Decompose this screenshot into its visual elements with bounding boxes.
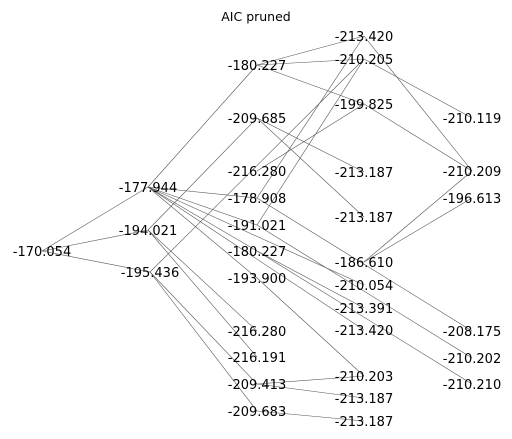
edge-n16-n27 xyxy=(363,58,473,119)
edge-n4-n16 xyxy=(256,58,365,66)
node-label: -213.187 xyxy=(335,166,393,181)
edge-n2-n12 xyxy=(147,229,258,358)
node-label: -209.683 xyxy=(228,405,286,420)
node-label: -210.209 xyxy=(443,165,501,180)
edge-n14-n26 xyxy=(256,410,365,422)
node-label: -196.613 xyxy=(443,192,501,207)
edge-n7-n15 xyxy=(256,35,365,199)
node-label: -216.280 xyxy=(228,325,286,340)
edge-group xyxy=(41,35,473,422)
node-label: -209.685 xyxy=(228,112,286,127)
node-label: -210.119 xyxy=(443,112,501,127)
edge-n5-n18 xyxy=(256,117,365,173)
edge-n3-n14 xyxy=(149,271,258,412)
edge-n20-n29 xyxy=(363,197,473,263)
edge-n1-n8 xyxy=(147,186,258,226)
node-label: -213.187 xyxy=(335,392,393,407)
node-label: -191.021 xyxy=(228,219,286,234)
edge-n2-n5 xyxy=(147,117,258,231)
edge-n0-n2 xyxy=(41,229,149,252)
edge-n3-n16 xyxy=(149,58,365,273)
edge-n0-n3 xyxy=(41,250,151,273)
edge-n3-n13 xyxy=(149,271,258,385)
edge-n4-n17 xyxy=(256,64,365,105)
node-label-group: -170.054 -177.944 -194.021 -195.436 -180.227… xyxy=(13,30,501,430)
node-label: -180.227 xyxy=(228,59,286,74)
edge-n1-n9 xyxy=(147,186,258,252)
edge-n4-n15 xyxy=(256,35,365,66)
node-label: -216.280 xyxy=(228,165,286,180)
node-label: -210.205 xyxy=(335,53,393,68)
edge-n6-n17 xyxy=(256,103,365,172)
node-label: -213.420 xyxy=(335,324,393,339)
edge-n9-n32 xyxy=(256,250,473,385)
edge-n13-n25 xyxy=(256,383,365,399)
edge-n13-n24 xyxy=(256,375,365,385)
edge-n0-n1 xyxy=(41,186,149,252)
node-label: -210.210 xyxy=(443,378,501,393)
edge-n10-n24 xyxy=(256,277,365,377)
node-label: -213.420 xyxy=(335,30,393,45)
diagram-title: AIC pruned xyxy=(221,9,290,24)
edge-n15-n28 xyxy=(363,35,473,172)
node-label: -210.054 xyxy=(335,279,393,294)
node-label: -208.175 xyxy=(443,325,501,340)
edge-n20-n28 xyxy=(363,170,473,263)
node-label: -194.021 xyxy=(119,224,177,239)
edge-n9-n22 xyxy=(256,250,365,309)
node-label: -193.900 xyxy=(228,272,286,287)
node-label: -177.944 xyxy=(119,181,177,196)
node-label: -170.054 xyxy=(13,245,71,260)
edge-n1-n23 xyxy=(147,186,365,331)
edge-n5-n19 xyxy=(256,117,365,218)
edge-n7-n30 xyxy=(256,197,473,332)
edge-n17-n28 xyxy=(363,103,473,172)
node-label: -180.227 xyxy=(228,245,286,260)
node-label: -186.610 xyxy=(335,256,393,271)
edge-n1-n10 xyxy=(147,186,258,279)
edge-n1-n4 xyxy=(147,64,258,188)
node-label: -210.202 xyxy=(443,352,501,367)
node-label: -213.187 xyxy=(335,415,393,430)
node-label: -216.191 xyxy=(228,351,286,366)
edge-n8-n31 xyxy=(256,224,473,359)
node-label: -178.908 xyxy=(228,192,286,207)
node-label: -213.391 xyxy=(335,302,393,317)
edge-n8-n16 xyxy=(256,58,365,226)
node-label: -213.187 xyxy=(335,211,393,226)
edge-n1-n7 xyxy=(147,186,258,199)
node-label: -199.825 xyxy=(335,98,393,113)
node-label: -210.203 xyxy=(335,370,393,385)
node-label: -195.436 xyxy=(121,266,179,281)
edge-n2-n11 xyxy=(147,229,258,332)
node-label: -209.413 xyxy=(228,378,286,393)
